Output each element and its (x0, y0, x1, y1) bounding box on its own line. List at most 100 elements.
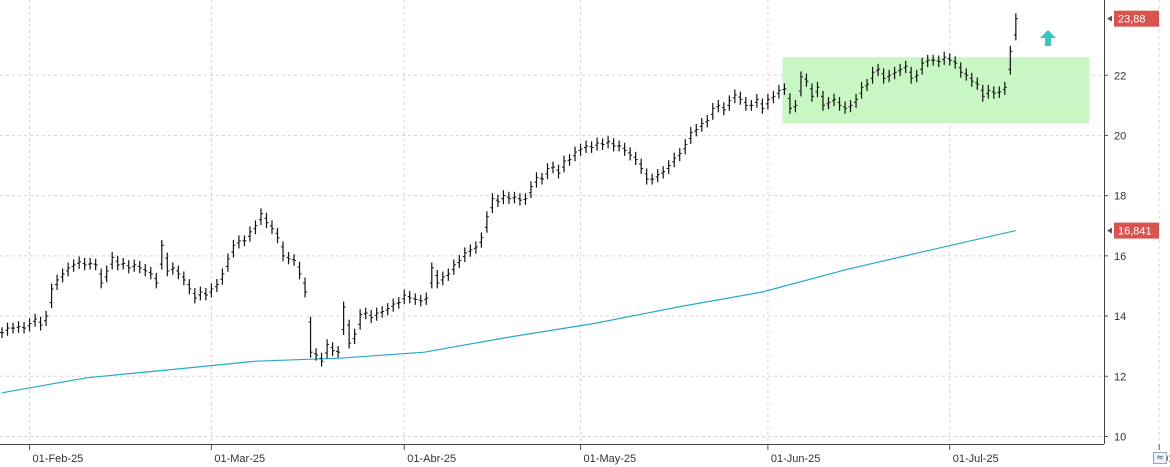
price-bar (980, 84, 985, 102)
price-bar (473, 241, 478, 254)
x-tick-label: 01-Jul-25 (953, 453, 999, 465)
price-bar (661, 166, 666, 179)
price-bar (490, 193, 495, 214)
price-bar (765, 93, 770, 110)
price-bar (55, 274, 60, 290)
price-bar (551, 161, 555, 174)
price-bar (854, 93, 859, 108)
price-bar (380, 306, 385, 318)
price-bar (132, 259, 137, 272)
price-bar (231, 239, 236, 258)
y-tick-label: 10 (1114, 431, 1126, 443)
price-bar (887, 69, 892, 83)
price-bar (82, 257, 87, 271)
price-bar (104, 265, 109, 283)
price-bar (986, 84, 991, 99)
price-bar (484, 211, 489, 233)
price-bar (776, 84, 781, 99)
price-bar (1013, 13, 1018, 41)
price-bar (517, 193, 522, 206)
price-bar (242, 235, 247, 247)
price-bar (214, 279, 219, 293)
price-bar (297, 261, 302, 280)
price-bar (11, 322, 16, 334)
price-bar (159, 239, 164, 270)
price-bar (462, 247, 467, 263)
price-bar (782, 83, 787, 95)
price-bar (826, 96, 831, 110)
price-bar (562, 155, 567, 173)
price-bar (837, 96, 842, 111)
price-bar (16, 321, 21, 333)
price-bar (506, 191, 511, 205)
price-bar (264, 212, 269, 229)
y-tick-label: 22 (1114, 70, 1126, 82)
price-bar (336, 346, 341, 358)
price-bar (710, 102, 715, 120)
price-bar (275, 227, 280, 244)
price-bar (253, 220, 258, 235)
price-bar (556, 164, 561, 179)
price-bar (573, 146, 578, 162)
price-bar (236, 235, 241, 249)
price-bar (843, 101, 848, 114)
price-bar (688, 127, 693, 144)
price-bar (881, 68, 886, 84)
price-bar (88, 257, 93, 270)
price-bar (705, 114, 710, 128)
price-bar (347, 319, 352, 349)
price-bar (595, 137, 600, 151)
moving-average-tag: 16,841 (1107, 222, 1159, 239)
price-bar (369, 309, 374, 323)
price-bar (606, 136, 611, 149)
price-bar (672, 152, 677, 168)
price-bar (187, 279, 192, 295)
price-bar (176, 265, 181, 280)
zoom-icon[interactable]: ≈ (1153, 452, 1167, 464)
price-bar (754, 93, 759, 108)
price-bar (903, 60, 908, 74)
price-bar (512, 191, 517, 204)
price-bar (407, 291, 412, 304)
price-bar (991, 86, 996, 99)
price-bar (292, 254, 297, 266)
price-bar (947, 53, 952, 66)
price-bar (539, 172, 544, 185)
price-bar (126, 260, 131, 274)
price-bar (209, 283, 214, 298)
price-bar (738, 91, 743, 105)
price-bar (650, 173, 655, 185)
consolidation-zone (782, 57, 1090, 124)
price-bar (732, 89, 737, 104)
price-bar (617, 140, 622, 152)
price-bar (402, 289, 407, 305)
price-bar (330, 342, 335, 357)
y-tick-label: 20 (1114, 130, 1126, 142)
price-bar (622, 142, 627, 156)
price-bar (997, 86, 1002, 98)
price-bar (600, 138, 605, 150)
y-tick-label: 12 (1114, 371, 1126, 383)
price-bar (203, 288, 208, 301)
price-bar (121, 257, 126, 270)
tag-box (1114, 222, 1159, 239)
price-bar (644, 168, 649, 185)
price-bar (66, 262, 71, 277)
price-bar (457, 254, 462, 269)
price-tags: 23,88 16,841 (1107, 10, 1159, 239)
price-bar (418, 294, 423, 307)
price-bar (468, 244, 473, 257)
price-bar (683, 139, 688, 155)
price-bar (220, 268, 225, 285)
price-bar (545, 163, 550, 180)
price-bar (820, 90, 825, 111)
price-bar (303, 277, 308, 298)
price-bar (832, 93, 837, 107)
x-tick-label: 01-Jun-25 (771, 453, 821, 465)
price-bar (909, 66, 914, 84)
price-bar (258, 208, 263, 226)
price-bar (358, 309, 363, 330)
tag-label: 16,841 (1118, 226, 1152, 238)
